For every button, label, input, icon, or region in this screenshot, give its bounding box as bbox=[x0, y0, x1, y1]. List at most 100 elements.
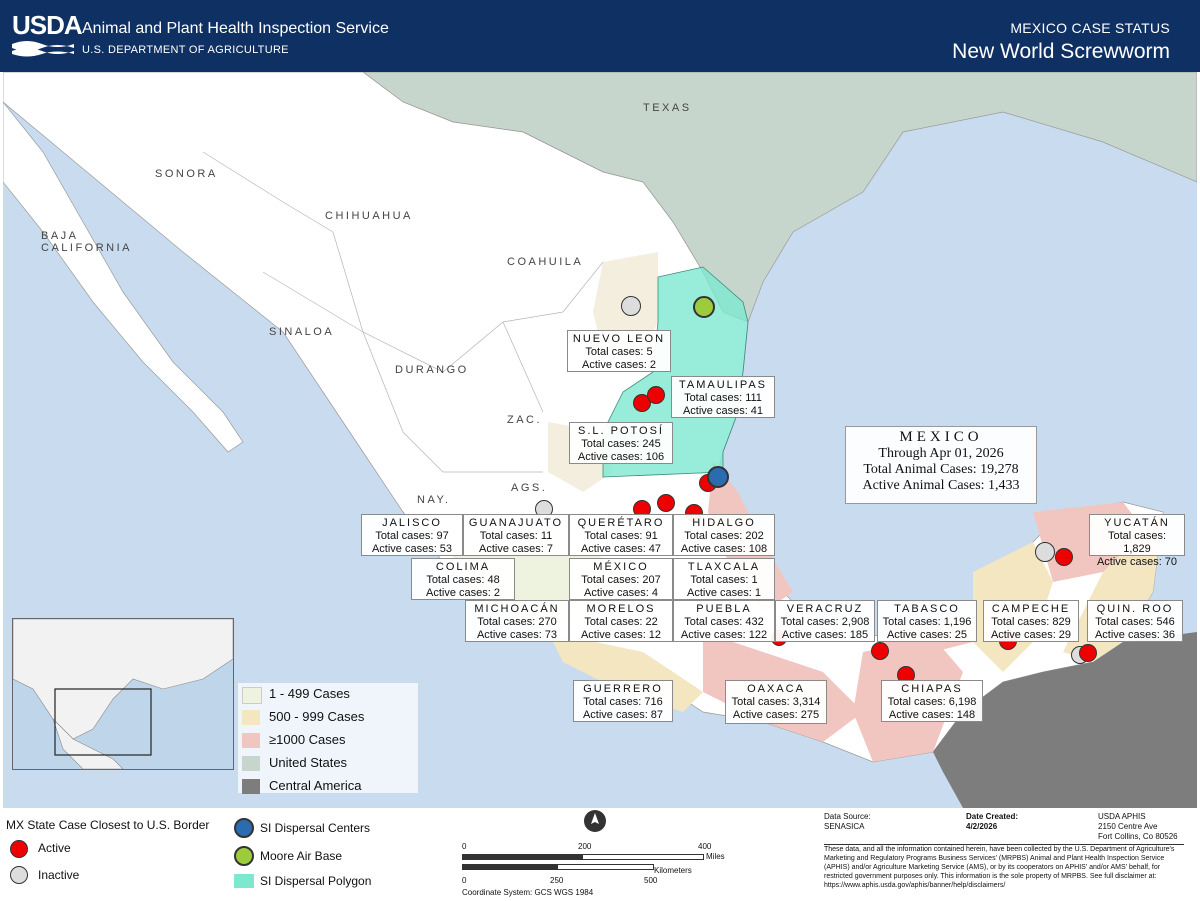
scale-bar-miles bbox=[462, 854, 704, 860]
state-box-michoacan: MICHOACÁN Total cases: 270 Active cases:… bbox=[465, 600, 569, 642]
state-total: Total cases: 2,908 bbox=[780, 616, 870, 628]
moore-air-base-icon bbox=[693, 296, 715, 318]
active-marker-icon bbox=[10, 840, 28, 858]
label-coahuila: COAHUILA bbox=[507, 256, 584, 268]
state-active: Active cases: 12 bbox=[580, 629, 662, 641]
state-active: Active cases: 25 bbox=[886, 629, 968, 641]
legend-swatch bbox=[242, 756, 260, 771]
state-active: Active cases: 1 bbox=[687, 587, 761, 599]
state-box-oaxaca: OAXACA Total cases: 3,314 Active cases: … bbox=[725, 680, 827, 724]
state-total: Total cases: 111 bbox=[684, 392, 762, 404]
state-active: Active cases: 53 bbox=[371, 543, 453, 555]
active-case-marker bbox=[1055, 548, 1073, 566]
state-name: NUEVO LEON bbox=[572, 333, 666, 345]
summary-total: Total Animal Cases: 19,278 bbox=[863, 462, 1019, 477]
closest-title: MX State Case Closest to U.S. Border bbox=[6, 818, 210, 832]
legend-swatch bbox=[242, 710, 260, 725]
state-borders bbox=[202, 151, 604, 473]
active-case-marker bbox=[871, 642, 889, 660]
header-bar: USDA Animal and Plant Health Inspection … bbox=[0, 0, 1200, 72]
inactive-label: Inactive bbox=[38, 868, 80, 882]
state-name: MICHOACÁN bbox=[474, 603, 560, 615]
legend-swatch bbox=[242, 733, 260, 748]
state-box-veracruz: VERACRUZ Total cases: 2,908 Active cases… bbox=[775, 600, 875, 642]
state-name: MORELOS bbox=[586, 603, 656, 615]
state-name: HIDALGO bbox=[692, 517, 756, 529]
state-total: Total cases: 11 bbox=[479, 530, 553, 542]
state-active: Active cases: 29 bbox=[990, 629, 1072, 641]
map-legend: 1 - 499 Cases 500 - 999 Cases ≥1000 Case… bbox=[238, 683, 418, 794]
state-total: Total cases: 546 bbox=[1095, 616, 1175, 628]
north-arrow-icon bbox=[584, 810, 606, 832]
mexico-land bbox=[3, 72, 1164, 763]
legend-swatch bbox=[242, 779, 260, 794]
state-total: Total cases: 829 bbox=[991, 616, 1071, 628]
legend-label: 1 - 499 Cases bbox=[269, 686, 350, 701]
state-active: Active cases: 185 bbox=[781, 629, 869, 641]
state-name: COLIMA bbox=[435, 561, 491, 573]
inactive-marker-icon bbox=[10, 866, 28, 884]
date-created-label: Date Created: bbox=[966, 812, 1019, 821]
north-arrow-shape bbox=[591, 813, 599, 824]
usda-logo-text: USDA bbox=[12, 10, 83, 40]
state-active: Active cases: 36 bbox=[1094, 629, 1176, 641]
state-active: Active cases: 148 bbox=[888, 709, 976, 721]
state-name: TABASCO bbox=[894, 603, 960, 615]
state-box-colima: COLIMA Total cases: 48 Active cases: 2 bbox=[411, 558, 515, 600]
map-area: TEXAS SONORA CHIHUAHUA BAJA CALIFORNIA C… bbox=[3, 72, 1197, 808]
inactive-case-marker bbox=[1035, 542, 1055, 562]
label-baja-california: BAJA CALIFORNIA bbox=[41, 230, 133, 254]
state-box-hidalgo: HIDALGO Total cases: 202 Active cases: 1… bbox=[673, 514, 775, 556]
state-total: Total cases: 1,196 bbox=[882, 616, 972, 628]
scale-km-250: 250 bbox=[550, 876, 564, 885]
data-source-label: Data Source: bbox=[824, 812, 871, 821]
label-durango: DURANGO bbox=[395, 364, 469, 376]
central-america-land bbox=[933, 632, 1197, 808]
label-nay: NAY. bbox=[417, 494, 451, 506]
state-total: Total cases: 432 bbox=[684, 616, 764, 628]
legend-label: United States bbox=[269, 755, 348, 770]
scale-mile-200: 200 bbox=[578, 842, 592, 851]
scale-km-0: 0 bbox=[462, 876, 467, 885]
inset-map bbox=[12, 618, 234, 770]
state-box-tamaulipas: TAMAULIPAS Total cases: 111 Active cases… bbox=[671, 376, 775, 418]
dispersal-polygon-swatch bbox=[234, 874, 254, 888]
state-total: Total cases: 245 bbox=[581, 438, 661, 450]
usda-logo-wave bbox=[12, 41, 74, 57]
state-box-guerrero: GUERRERO Total cases: 716 Active cases: … bbox=[573, 680, 673, 722]
state-box-queretaro: QUERÉTARO Total cases: 91 Active cases: … bbox=[569, 514, 673, 556]
scale-km-500: 500 bbox=[644, 876, 658, 885]
state-active: Active cases: 106 bbox=[577, 451, 665, 463]
state-box-campeche: CAMPECHE Total cases: 829 Active cases: … bbox=[983, 600, 1079, 642]
state-name: QUERÉTARO bbox=[577, 517, 665, 529]
inset-map-shape bbox=[13, 619, 233, 769]
address-line2: Fort Collins, Co 80526 bbox=[1098, 832, 1178, 841]
dispersal-polygon-label: SI Dispersal Polygon bbox=[260, 874, 372, 888]
department-name: U.S. DEPARTMENT OF AGRICULTURE bbox=[82, 44, 289, 56]
dispersal-centers-label: SI Dispersal Centers bbox=[260, 821, 371, 835]
scale-mile-0: 0 bbox=[462, 842, 467, 851]
scale-mile-400: 400 bbox=[698, 842, 712, 851]
data-source: SENASICA bbox=[824, 822, 865, 831]
org-name: USDA APHIS bbox=[1098, 812, 1146, 821]
moore-air-base-icon bbox=[234, 846, 254, 866]
state-name: VERACRUZ bbox=[786, 603, 864, 615]
usda-logo: USDA bbox=[12, 10, 83, 57]
state-active: Active cases: 2 bbox=[582, 359, 656, 371]
inactive-case-marker bbox=[621, 296, 641, 316]
state-active: Active cases: 7 bbox=[479, 543, 553, 555]
state-box-morelos: MORELOS Total cases: 22 Active cases: 12 bbox=[569, 600, 673, 642]
state-active: Active cases: 73 bbox=[476, 629, 558, 641]
active-case-marker bbox=[647, 386, 665, 404]
disclaimer-text: These data, and all the information cont… bbox=[824, 844, 1184, 899]
state-total: Total cases: 5 bbox=[585, 346, 653, 358]
label-chihuahua: CHIHUAHUA bbox=[325, 210, 413, 222]
legend-label: ≥1000 Cases bbox=[269, 732, 346, 747]
state-total: Total cases: 270 bbox=[477, 616, 557, 628]
address-line1: 2150 Centre Ave bbox=[1098, 822, 1158, 831]
summary-active: Active Animal Cases: 1,433 bbox=[862, 478, 1020, 493]
state-name: CHIAPAS bbox=[901, 683, 963, 695]
state-name: OAXACA bbox=[747, 683, 805, 695]
scale-bar-km bbox=[462, 864, 654, 870]
active-case-marker bbox=[633, 394, 651, 412]
